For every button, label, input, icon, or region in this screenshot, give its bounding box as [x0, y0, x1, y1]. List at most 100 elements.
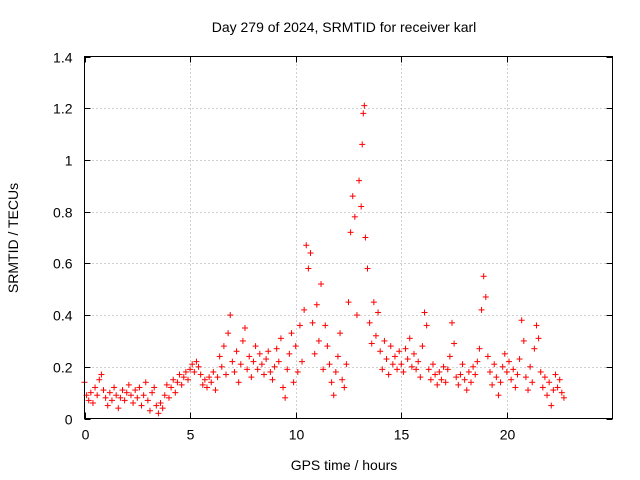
- data-point: [168, 384, 175, 391]
- data-point: [288, 330, 295, 337]
- data-point: [273, 345, 280, 352]
- data-point: [455, 381, 462, 388]
- x-axis-label: GPS time / hours: [291, 457, 398, 473]
- data-point: [267, 368, 274, 375]
- data-point: [322, 322, 329, 329]
- data-point: [108, 397, 115, 404]
- data-point: [263, 356, 270, 363]
- data-point: [539, 384, 546, 391]
- data-point: [415, 358, 422, 365]
- data-point: [252, 343, 259, 350]
- data-point: [184, 376, 191, 383]
- data-point: [499, 363, 506, 370]
- data-point: [554, 384, 561, 391]
- data-point: [362, 234, 369, 241]
- data-point: [370, 299, 377, 306]
- data-point: [368, 340, 375, 347]
- data-point: [233, 348, 240, 355]
- data-point: [413, 366, 420, 373]
- data-point: [332, 368, 339, 375]
- data-point: [227, 312, 234, 319]
- data-point: [339, 376, 346, 383]
- data-point: [482, 293, 489, 300]
- data-point: [417, 374, 424, 381]
- data-point: [239, 337, 246, 344]
- data-point: [284, 366, 291, 373]
- data-point: [366, 319, 373, 326]
- data-point: [493, 374, 500, 381]
- data-point: [136, 384, 143, 391]
- data-point: [467, 379, 474, 386]
- y-tick-label: 0.6: [53, 256, 73, 272]
- data-point: [214, 374, 221, 381]
- data-point: [404, 356, 411, 363]
- data-point: [421, 309, 428, 316]
- data-point: [113, 392, 120, 399]
- data-point: [315, 337, 322, 344]
- data-point: [294, 368, 301, 375]
- data-point: [558, 389, 565, 396]
- data-point: [282, 394, 289, 401]
- data-point: [474, 358, 481, 365]
- data-point: [402, 345, 409, 352]
- data-point: [159, 405, 166, 412]
- data-point: [115, 405, 122, 412]
- data-point: [199, 381, 206, 388]
- data-point: [125, 381, 132, 388]
- y-axis-label: SRMTID / TECUs: [5, 183, 21, 293]
- data-point: [508, 376, 515, 383]
- tick-layer: 0 5 10 15 20 0 0.2 0.4 0.6 0.8 1 1.2 1.4: [53, 50, 613, 443]
- y-tick-label: 0.4: [53, 308, 73, 324]
- y-tick-label: 0: [65, 412, 73, 428]
- data-point: [442, 379, 449, 386]
- data-point: [334, 353, 341, 360]
- data-point: [358, 203, 365, 210]
- data-point: [286, 350, 293, 357]
- data-point: [476, 345, 483, 352]
- data-point: [89, 399, 96, 406]
- data-point: [212, 387, 219, 394]
- data-point: [394, 366, 401, 373]
- data-point: [337, 330, 344, 337]
- data-point: [132, 387, 139, 394]
- data-point: [525, 387, 532, 394]
- data-point: [142, 379, 149, 386]
- data-point: [163, 381, 170, 388]
- data-point: [318, 281, 325, 288]
- data-point: [210, 368, 217, 375]
- y-tick-label: 0.8: [53, 205, 73, 221]
- data-point: [220, 343, 227, 350]
- data-point: [446, 353, 453, 360]
- data-point: [92, 384, 99, 391]
- data-point: [432, 371, 439, 378]
- data-point: [96, 376, 103, 383]
- data-point: [438, 376, 445, 383]
- data-point: [503, 368, 510, 375]
- data-point: [372, 332, 379, 339]
- data-point: [359, 141, 366, 148]
- data-point: [235, 379, 242, 386]
- data-point: [489, 381, 496, 388]
- data-point: [123, 389, 130, 396]
- data-point: [149, 389, 156, 396]
- data-point: [470, 363, 477, 370]
- data-point: [256, 350, 263, 357]
- y-tick-label: 1.4: [53, 50, 73, 66]
- data-point: [174, 379, 181, 386]
- data-point: [463, 387, 470, 394]
- data-point: [379, 366, 386, 373]
- data-point: [527, 363, 534, 370]
- data-point: [106, 389, 113, 396]
- data-point: [497, 379, 504, 386]
- data-point: [193, 358, 200, 365]
- data-point: [556, 376, 563, 383]
- data-point: [155, 410, 162, 417]
- data-point: [151, 384, 158, 391]
- data-point: [480, 273, 487, 280]
- data-point: [546, 379, 553, 386]
- plot-frame: [84, 56, 613, 419]
- data-point: [178, 381, 185, 388]
- data-point: [324, 343, 331, 350]
- data-point: [127, 392, 134, 399]
